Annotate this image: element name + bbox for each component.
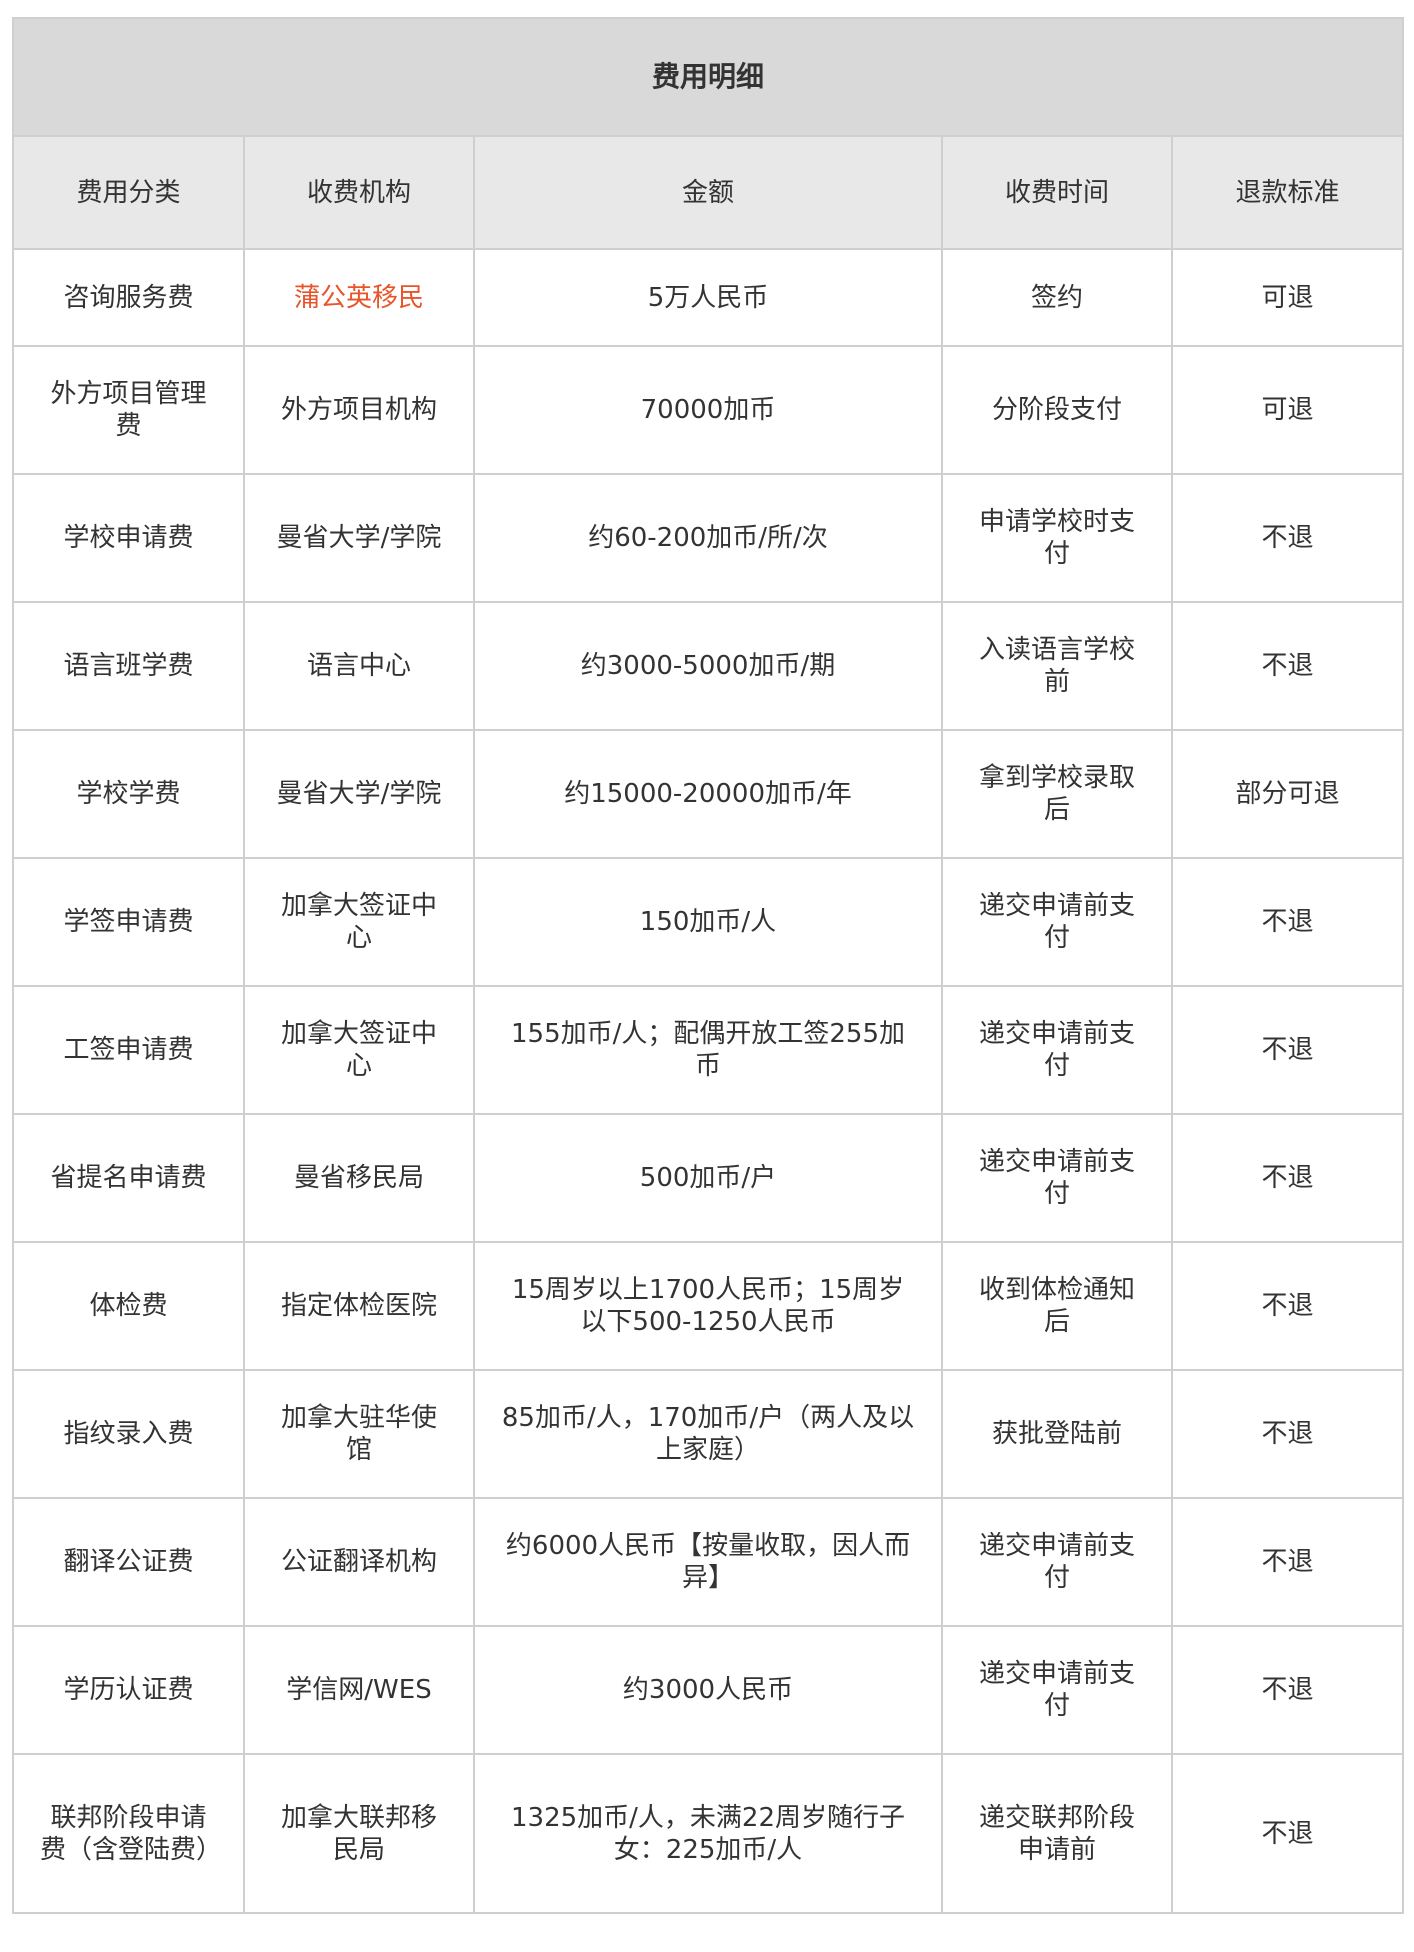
cell-payment-time: 拿到学校录取后 [941, 729, 1173, 859]
cell-payment-time: 分阶段支付 [941, 345, 1173, 475]
cell-refund-policy: 可退 [1171, 248, 1404, 347]
cell-amount: 15周岁以上1700人民币；15周岁以下500-1250人民币 [473, 1241, 943, 1371]
table-row: 翻译公证费 公证翻译机构 约6000人民币【按量收取，因人而异】 递交申请前支付 不退 [12, 1497, 1404, 1627]
cell-fee-collector: 加拿大联邦移民局 [243, 1753, 475, 1914]
cell-refund-policy: 可退 [1171, 345, 1404, 475]
table-row: 体检费 指定体检医院 15周岁以上1700人民币；15周岁以下500-1250人民币… [12, 1241, 1404, 1371]
column-header-payment-time: 收费时间 [941, 135, 1173, 250]
cell-amount: 1325加币/人，未满22周岁随行子女：225加币/人 [473, 1753, 943, 1914]
cell-fee-category: 翻译公证费 [12, 1497, 245, 1627]
cell-amount: 500加币/户 [473, 1113, 943, 1243]
cell-fee-category: 学校学费 [12, 729, 245, 859]
cell-refund-policy: 不退 [1171, 1753, 1404, 1914]
cell-amount: 70000加币 [473, 345, 943, 475]
cell-payment-time: 递交申请前支付 [941, 1497, 1173, 1627]
cell-amount: 约6000人民币【按量收取，因人而异】 [473, 1497, 943, 1627]
table-row: 学签申请费 加拿大签证中心 150加币/人 递交申请前支付 不退 [12, 857, 1404, 987]
cell-fee-collector: 蒲公英移民 [243, 248, 475, 347]
cell-refund-policy: 不退 [1171, 473, 1404, 603]
cell-refund-policy: 不退 [1171, 1625, 1404, 1755]
table-row: 联邦阶段申请费（含登陆费） 加拿大联邦移民局 1325加币/人，未满22周岁随行子女… [12, 1753, 1404, 1914]
cell-fee-collector: 加拿大签证中心 [243, 985, 475, 1115]
cell-fee-category: 语言班学费 [12, 601, 245, 731]
cell-amount: 155加币/人；配偶开放工签255加币 [473, 985, 943, 1115]
cell-amount: 约3000-5000加币/期 [473, 601, 943, 731]
cell-fee-category: 工签申请费 [12, 985, 245, 1115]
fee-table: 费用明细 费用分类 收费机构 金额 收费时间 退款标准 咨询服务费 蒲公英移民 5万人民币签… [12, 17, 1404, 1914]
cell-payment-time: 申请学校时支付 [941, 473, 1173, 603]
cell-payment-time: 递交申请前支付 [941, 985, 1173, 1115]
cell-fee-collector: 曼省移民局 [243, 1113, 475, 1243]
cell-fee-category: 学签申请费 [12, 857, 245, 987]
table-row: 学校学费 曼省大学/学院 约15000-20000加币/年 拿到学校录取后 部分可退 [12, 729, 1404, 859]
cell-fee-category: 省提名申请费 [12, 1113, 245, 1243]
cell-refund-policy: 不退 [1171, 1113, 1404, 1243]
cell-refund-policy: 部分可退 [1171, 729, 1404, 859]
cell-fee-category: 学校申请费 [12, 473, 245, 603]
cell-payment-time: 获批登陆前 [941, 1369, 1173, 1499]
cell-fee-category: 体检费 [12, 1241, 245, 1371]
cell-fee-collector: 语言中心 [243, 601, 475, 731]
cell-refund-policy: 不退 [1171, 601, 1404, 731]
cell-fee-category: 外方项目管理费 [12, 345, 245, 475]
cell-payment-time: 收到体检通知后 [941, 1241, 1173, 1371]
column-header-fee-category: 费用分类 [12, 135, 245, 250]
table-row: 省提名申请费 曼省移民局 500加币/户 递交申请前支付 不退 [12, 1113, 1404, 1243]
table-row: 咨询服务费 蒲公英移民 5万人民币 签约 可退 [12, 248, 1404, 347]
cell-refund-policy: 不退 [1171, 985, 1404, 1115]
cell-refund-policy: 不退 [1171, 1241, 1404, 1371]
cell-fee-collector: 外方项目机构 [243, 345, 475, 475]
cell-fee-collector: 加拿大签证中心 [243, 857, 475, 987]
cell-fee-category: 咨询服务费 [12, 248, 245, 347]
cell-fee-category: 指纹录入费 [12, 1369, 245, 1499]
table-row: 外方项目管理费 外方项目机构 70000加币 分阶段支付 可退 [12, 345, 1404, 475]
cell-refund-policy: 不退 [1171, 1369, 1404, 1499]
table-row: 学校申请费 曼省大学/学院 约60-200加币/所/次 申请学校时支付 不退 [12, 473, 1404, 603]
cell-payment-time: 递交申请前支付 [941, 857, 1173, 987]
cell-fee-collector: 公证翻译机构 [243, 1497, 475, 1627]
table-row: 学历认证费 学信网/WES 约3000人民币 递交申请前支付 不退 [12, 1625, 1404, 1755]
cell-amount: 85加币/人，170加币/户（两人及以上家庭） [473, 1369, 943, 1499]
cell-amount: 约15000-20000加币/年 [473, 729, 943, 859]
cell-refund-policy: 不退 [1171, 857, 1404, 987]
cell-refund-policy: 不退 [1171, 1497, 1404, 1627]
cell-amount: 约3000人民币 [473, 1625, 943, 1755]
table-row: 语言班学费 语言中心 约3000-5000加币/期 入读语言学校前 不退 [12, 601, 1404, 731]
cell-amount: 150加币/人 [473, 857, 943, 987]
cell-payment-time: 签约 [941, 248, 1173, 347]
cell-amount: 5万人民币 [473, 248, 943, 347]
cell-fee-collector: 学信网/WES [243, 1625, 475, 1755]
cell-fee-collector: 曼省大学/学院 [243, 473, 475, 603]
cell-fee-collector: 加拿大驻华使馆 [243, 1369, 475, 1499]
column-header-fee-collector: 收费机构 [243, 135, 475, 250]
table-row: 指纹录入费 加拿大驻华使馆 85加币/人，170加币/户（两人及以上家庭） 获批登陆前… [12, 1369, 1404, 1499]
column-header-refund-policy: 退款标准 [1171, 135, 1404, 250]
table-row: 工签申请费 加拿大签证中心 155加币/人；配偶开放工签255加币 递交申请前支付 不退 [12, 985, 1404, 1115]
cell-payment-time: 入读语言学校前 [941, 601, 1173, 731]
table-title: 费用明细 [12, 17, 1404, 137]
cell-payment-time: 递交联邦阶段申请前 [941, 1753, 1173, 1914]
cell-amount: 约60-200加币/所/次 [473, 473, 943, 603]
column-header-amount: 金额 [473, 135, 943, 250]
cell-fee-collector: 曼省大学/学院 [243, 729, 475, 859]
cell-fee-category: 联邦阶段申请费（含登陆费） [12, 1753, 245, 1914]
cell-payment-time: 递交申请前支付 [941, 1625, 1173, 1755]
cell-fee-category: 学历认证费 [12, 1625, 245, 1755]
cell-payment-time: 递交申请前支付 [941, 1113, 1173, 1243]
cell-fee-collector: 指定体检医院 [243, 1241, 475, 1371]
